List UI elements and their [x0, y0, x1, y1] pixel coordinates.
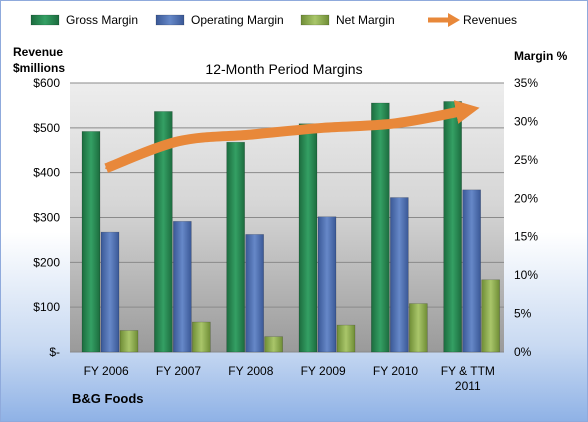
right-tick-label: 0% — [514, 345, 532, 359]
legend-swatch-gross-margin — [30, 14, 60, 26]
legend: Gross Margin Operating Margin Net Margin Re… — [30, 13, 517, 27]
right-tick-label: 15% — [514, 230, 538, 244]
legend-label-revenues: Revenues — [463, 13, 517, 27]
bar-net-margin — [264, 336, 283, 353]
bar-net-margin — [409, 303, 428, 353]
left-axis-label-line2: $millions — [13, 61, 65, 75]
revenue-point — [322, 126, 325, 129]
bars — [81, 101, 500, 353]
revenue-point — [105, 167, 108, 170]
right-tick-label: 10% — [514, 268, 538, 282]
bar-net-margin — [119, 330, 139, 353]
right-tick-label: 30% — [514, 114, 538, 128]
line-revenues — [104, 100, 480, 173]
category-labels: FY 2006 FY 2007 FY 2008 FY 2009 FY 2010 FY & … — [84, 364, 495, 393]
bar-gross-margin — [154, 111, 173, 353]
category-label: FY 2006 — [84, 364, 129, 378]
bar-net-margin — [192, 321, 211, 353]
bar-gross-margin — [298, 123, 318, 353]
right-axis-ticks: 0% 5% 10% 15% 20% 25% 30% 35% — [514, 76, 538, 359]
bar-gross-margin — [226, 141, 245, 353]
category-label: FY 2008 — [228, 364, 273, 378]
bar-gross-margin — [371, 102, 390, 353]
bar-net-margin — [481, 279, 500, 353]
category-label: FY 2010 — [373, 364, 418, 378]
revenue-point — [249, 133, 252, 136]
bar-operating-margin — [245, 234, 264, 353]
right-tick-label: 25% — [514, 153, 538, 167]
category-label: FY & TTM — [441, 364, 495, 378]
category-label: FY 2009 — [301, 364, 346, 378]
legend-swatch-net-margin — [300, 14, 330, 26]
legend-label-gross-margin: Gross Margin — [66, 13, 138, 27]
right-tick-label: 35% — [514, 76, 538, 90]
left-tick-label: $600 — [33, 76, 60, 90]
legend-arrow-icon — [448, 13, 460, 27]
bar-operating-margin — [462, 189, 481, 353]
company-label: B&G Foods — [72, 391, 144, 406]
legend-swatch-operating-margin — [155, 14, 185, 26]
legend-label-operating-margin: Operating Margin — [191, 13, 284, 27]
right-tick-label: 20% — [514, 191, 538, 205]
legend-label-net-margin: Net Margin — [336, 13, 395, 27]
left-tick-label: $500 — [33, 121, 60, 135]
left-tick-label: $- — [49, 345, 60, 359]
bar-operating-margin — [317, 216, 337, 353]
right-tick-label: 5% — [514, 307, 532, 321]
left-tick-label: $400 — [33, 166, 60, 180]
left-tick-label: $200 — [33, 255, 60, 269]
bar-operating-margin — [173, 221, 192, 353]
revenue-line — [104, 100, 480, 173]
category-label: 2011 — [455, 379, 481, 393]
bar-gross-margin — [443, 101, 462, 353]
chart-title: 12-Month Period Margins — [205, 61, 362, 77]
left-tick-label: $300 — [33, 211, 60, 225]
left-tick-label: $100 — [33, 300, 60, 314]
revenue-point — [394, 122, 397, 125]
gridlines — [70, 82, 504, 353]
left-axis-ticks: $- $100 $200 $300 $400 $500 $600 — [33, 76, 60, 359]
bar-net-margin — [336, 324, 356, 353]
bar-gross-margin — [81, 131, 101, 353]
left-axis-label-line1: Revenue — [13, 45, 63, 59]
revenue-point — [466, 108, 469, 111]
bar-operating-margin — [390, 197, 409, 353]
revenue-point — [177, 140, 180, 143]
category-label: FY 2007 — [156, 364, 201, 378]
right-axis-label: Margin % — [514, 49, 568, 63]
bar-operating-margin — [100, 231, 120, 353]
